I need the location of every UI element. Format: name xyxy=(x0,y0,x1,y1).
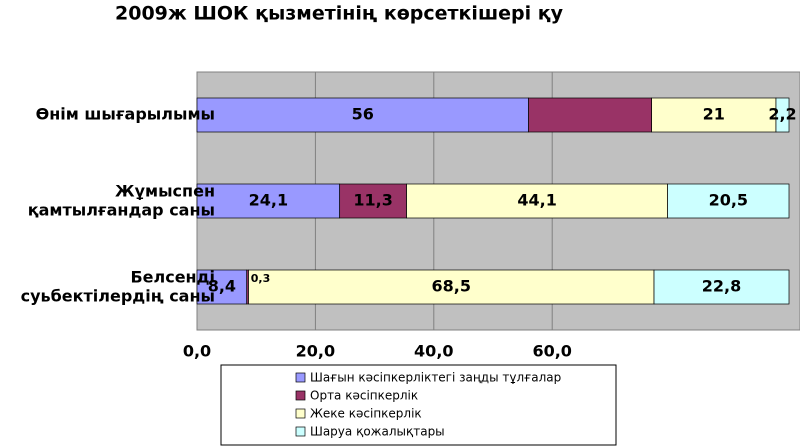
data-label: 11,3 xyxy=(353,191,392,210)
x-tick-label: 40,0 xyxy=(414,342,453,361)
bar-segment xyxy=(196,183,341,219)
data-label: 21 xyxy=(703,105,725,124)
bar-segment xyxy=(248,269,655,305)
bar-segment xyxy=(339,183,407,219)
bar-segment xyxy=(653,269,790,305)
legend-swatch xyxy=(295,390,306,401)
bar-segment xyxy=(775,97,790,133)
data-label: 68,5 xyxy=(432,277,471,296)
x-tick-label: 20,0 xyxy=(296,342,335,361)
bar-segment xyxy=(528,97,653,133)
legend-label: Орта кәсіпкерлік xyxy=(310,389,418,403)
category-label: Өнім шығарылымы xyxy=(36,105,215,124)
data-label: 22,8 xyxy=(702,277,741,296)
legend-entries: Шағын кәсіпкерліктегі заңды тұлғалар Орта… xyxy=(295,371,561,439)
category-label: Жұмыспен қамтылғандар саны xyxy=(28,181,215,219)
x-tick-label: 0,0 xyxy=(183,342,211,361)
category-label: Белсенді суьбектілердің саны xyxy=(21,267,215,305)
bar-segment xyxy=(406,183,668,219)
legend-label: Жеке кәсіпкерлік xyxy=(310,407,422,421)
data-label: 8,4 xyxy=(208,277,236,296)
labels: 0,0 20,0 40,0 60,0 56 21 2,2 Өнім шығарылымы 24,… xyxy=(21,105,797,361)
data-label: 0,3 xyxy=(251,272,271,285)
bar-segment xyxy=(196,97,529,133)
data-label: 24,1 xyxy=(249,191,288,210)
legend-swatch xyxy=(295,372,306,383)
x-tick-label: 60,0 xyxy=(532,342,571,361)
legend-swatch xyxy=(295,408,306,419)
legend-swatch xyxy=(295,426,306,437)
chart-title: 2009ж ШОК қызметінің көрсеткішері қу xyxy=(115,3,564,25)
bars xyxy=(196,97,790,305)
legend-label: Шаруа қожалықтары xyxy=(310,425,445,439)
legend-label: Шағын кәсіпкерліктегі заңды тұлғалар xyxy=(310,371,561,385)
legend xyxy=(220,364,617,446)
data-label: 44,1 xyxy=(517,191,556,210)
data-label: 20,5 xyxy=(709,191,748,210)
data-label: 56 xyxy=(352,105,374,124)
bar-segment xyxy=(667,183,790,219)
data-label: 2,2 xyxy=(768,105,796,124)
